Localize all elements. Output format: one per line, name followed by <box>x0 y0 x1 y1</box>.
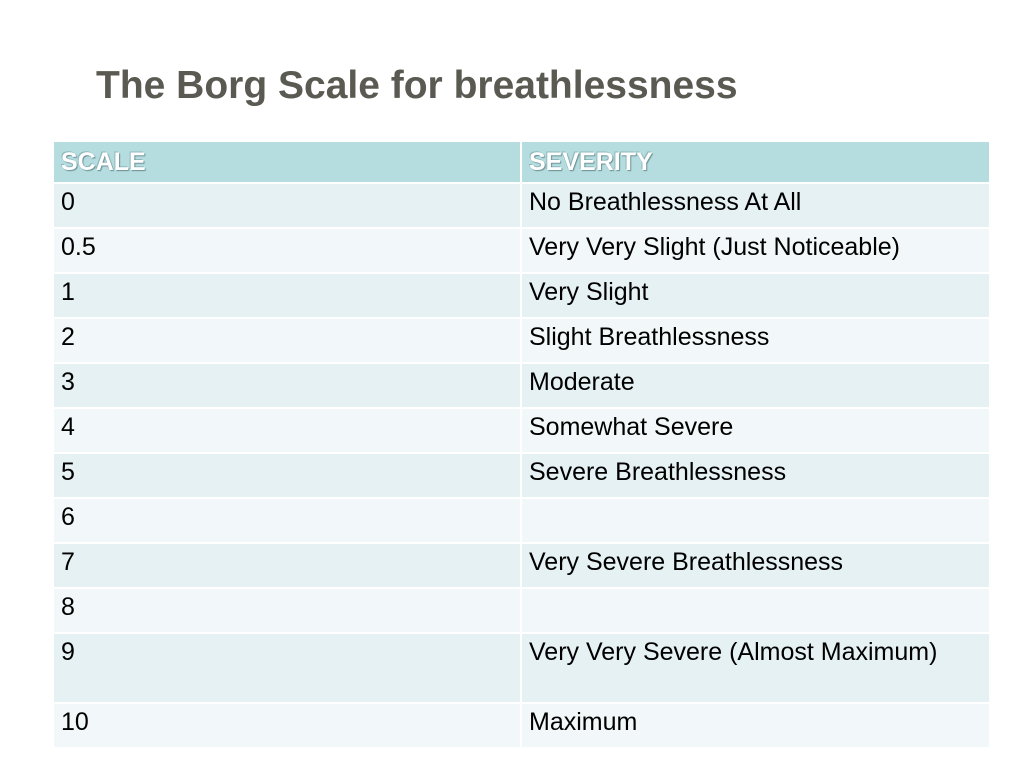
scale-cell: 6 <box>52 497 522 544</box>
scale-cell: 4 <box>52 407 522 454</box>
table-row: 3 Moderate <box>52 362 991 409</box>
table-row: 0 No Breathlessness At All <box>52 182 991 229</box>
severity-cell: Somewhat Severe <box>520 407 991 454</box>
severity-cell: Very Very Severe (Almost Maximum) <box>520 632 991 704</box>
severity-cell: Very Slight <box>520 272 991 319</box>
table-header-row: SCALE SEVERITY <box>52 140 991 184</box>
table-row: 9 Very Very Severe (Almost Maximum) <box>52 632 991 704</box>
scale-cell: 8 <box>52 587 522 634</box>
scale-cell: 0.5 <box>52 227 522 274</box>
severity-cell: Moderate <box>520 362 991 409</box>
table-row: 5 Severe Breathlessness <box>52 452 991 499</box>
table-row: 8 <box>52 587 991 634</box>
header-scale: SCALE <box>52 140 522 184</box>
table-row: 6 <box>52 497 991 544</box>
severity-cell <box>520 497 991 544</box>
header-severity: SEVERITY <box>520 140 991 184</box>
table-row: 10 Maximum <box>52 702 991 749</box>
slide-title: The Borg Scale for breathlessness <box>96 64 738 107</box>
table-row: 1 Very Slight <box>52 272 991 319</box>
scale-cell: 1 <box>52 272 522 319</box>
scale-cell: 0 <box>52 182 522 229</box>
severity-cell: No Breathlessness At All <box>520 182 991 229</box>
borg-scale-table: SCALE SEVERITY 0 No Breathlessness At Al… <box>52 140 991 749</box>
scale-cell: 3 <box>52 362 522 409</box>
table-row: 7 Very Severe Breathlessness <box>52 542 991 589</box>
severity-cell: Very Severe Breathlessness <box>520 542 991 589</box>
severity-cell: Maximum <box>520 702 991 749</box>
scale-cell: 5 <box>52 452 522 499</box>
severity-cell: Severe Breathlessness <box>520 452 991 499</box>
severity-cell: Very Very Slight (Just Noticeable) <box>520 227 991 274</box>
scale-cell: 7 <box>52 542 522 589</box>
scale-cell: 2 <box>52 317 522 364</box>
scale-cell: 10 <box>52 702 522 749</box>
table-row: 2 Slight Breathlessness <box>52 317 991 364</box>
scale-cell: 9 <box>52 632 522 704</box>
severity-cell <box>520 587 991 634</box>
table-row: 4 Somewhat Severe <box>52 407 991 454</box>
table-row: 0.5 Very Very Slight (Just Noticeable) <box>52 227 991 274</box>
severity-cell: Slight Breathlessness <box>520 317 991 364</box>
